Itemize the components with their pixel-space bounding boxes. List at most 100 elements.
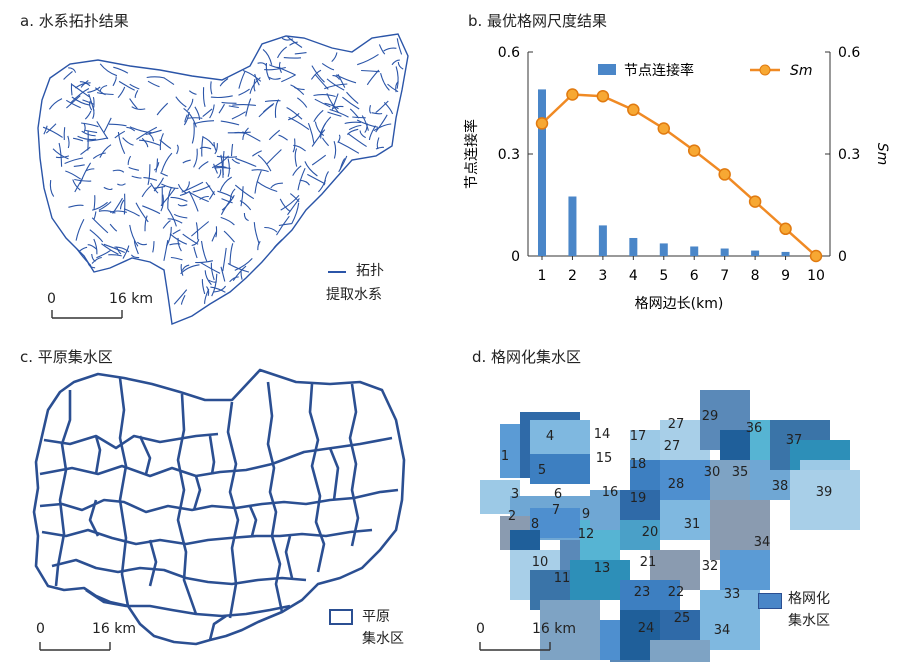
river-segment	[371, 112, 383, 115]
river-segment	[99, 84, 108, 92]
river-segment	[136, 126, 158, 140]
river-segment	[153, 177, 164, 192]
river-segment	[335, 74, 357, 84]
river-segment	[337, 141, 360, 154]
river-segment	[369, 105, 372, 114]
left-tick-label: 0	[511, 249, 520, 265]
legend-line-marker	[759, 64, 771, 76]
sm-point	[748, 195, 762, 208]
river-segment	[253, 78, 256, 92]
river-segment	[366, 69, 380, 86]
river-segment	[87, 244, 98, 250]
river-segment	[173, 213, 188, 219]
river-segment	[380, 72, 390, 91]
river-segment	[74, 178, 92, 182]
river-segment	[209, 104, 215, 119]
river-segment	[321, 137, 330, 147]
river-segment	[175, 96, 187, 108]
river-segment	[210, 286, 226, 293]
river-segment	[314, 73, 329, 90]
zone-label: 30	[704, 465, 721, 480]
river-segment	[86, 137, 109, 142]
river-segment	[311, 129, 326, 147]
river-segment	[332, 75, 340, 80]
river-segment	[119, 199, 125, 210]
river-segment	[221, 198, 233, 204]
river-segment	[218, 103, 225, 114]
river-segment	[143, 177, 158, 181]
river-segment	[331, 93, 339, 111]
panel-d-title: d. 格网化集水区	[472, 348, 582, 366]
river-segment	[93, 238, 98, 255]
river-segment	[278, 223, 292, 227]
river-segment	[191, 122, 195, 144]
river-segment	[215, 226, 218, 238]
right-tick-label: 0.6	[838, 45, 860, 61]
river-segment	[96, 121, 109, 140]
river-segment	[129, 224, 139, 247]
sm-point	[687, 144, 701, 157]
river-segment	[63, 127, 66, 141]
river-segment	[180, 264, 200, 275]
river-segment	[294, 52, 307, 55]
y-left-label: 节点连接率	[463, 119, 480, 189]
river-segment	[311, 154, 327, 166]
sm-point	[809, 249, 823, 263]
panel-a-title: a. 水系拓扑结果	[20, 12, 129, 30]
zone-label: 17	[630, 429, 647, 444]
river-segment	[220, 120, 240, 126]
x-tick-label: 2	[568, 268, 577, 284]
grid-basin-cell	[530, 420, 590, 454]
river-segment	[65, 170, 82, 180]
zone-label: 20	[642, 525, 659, 540]
river-segment	[141, 185, 152, 198]
river-segment	[235, 157, 257, 168]
bar	[659, 243, 668, 256]
river-segment	[188, 190, 209, 203]
river-segment	[70, 88, 90, 103]
river-segment	[299, 179, 310, 186]
river-segment	[310, 69, 322, 80]
river-segment	[93, 211, 97, 220]
river-segment	[91, 256, 102, 264]
river-segment	[361, 115, 369, 131]
x-tick-label: 10	[807, 268, 825, 284]
river-segment	[373, 123, 392, 132]
grid-basin-cell	[620, 490, 660, 520]
panel-c-title: c. 平原集水区	[20, 348, 113, 366]
river-segment	[176, 144, 179, 155]
river-segment	[89, 100, 93, 111]
bar	[720, 248, 729, 256]
left-tick-label: 0.6	[498, 45, 520, 61]
river-segment	[199, 146, 212, 150]
panel-c: c. 平原集水区 平原 集水区 0 16 km	[0, 340, 450, 662]
river-segment	[188, 191, 199, 212]
river-segment	[293, 144, 306, 152]
x-tick-label: 9	[781, 268, 790, 284]
river-segment	[155, 158, 159, 173]
sm-point	[779, 222, 792, 236]
river-segment	[222, 247, 227, 272]
legend-c-line1: 平原	[362, 609, 390, 625]
river-segment	[160, 194, 164, 212]
river-segment	[187, 98, 194, 111]
zone-label: 34	[714, 623, 731, 638]
river-segment	[117, 183, 126, 186]
zone-label: 19	[630, 491, 647, 506]
river-segment	[214, 143, 218, 155]
river-segment	[206, 286, 210, 296]
bar	[568, 196, 577, 256]
river-segment	[64, 157, 84, 165]
river-segment	[231, 111, 246, 120]
river-segment	[173, 289, 188, 305]
river-segment	[387, 83, 399, 93]
legend-d-line1: 格网化	[788, 591, 830, 607]
zone-label: 4	[546, 429, 554, 444]
river-segment	[253, 222, 260, 245]
river-segment	[75, 247, 92, 267]
bar	[598, 225, 607, 256]
river-segment	[220, 266, 226, 282]
river-segment	[348, 124, 362, 131]
river-segment	[177, 183, 188, 194]
zone-label: 38	[772, 479, 789, 494]
